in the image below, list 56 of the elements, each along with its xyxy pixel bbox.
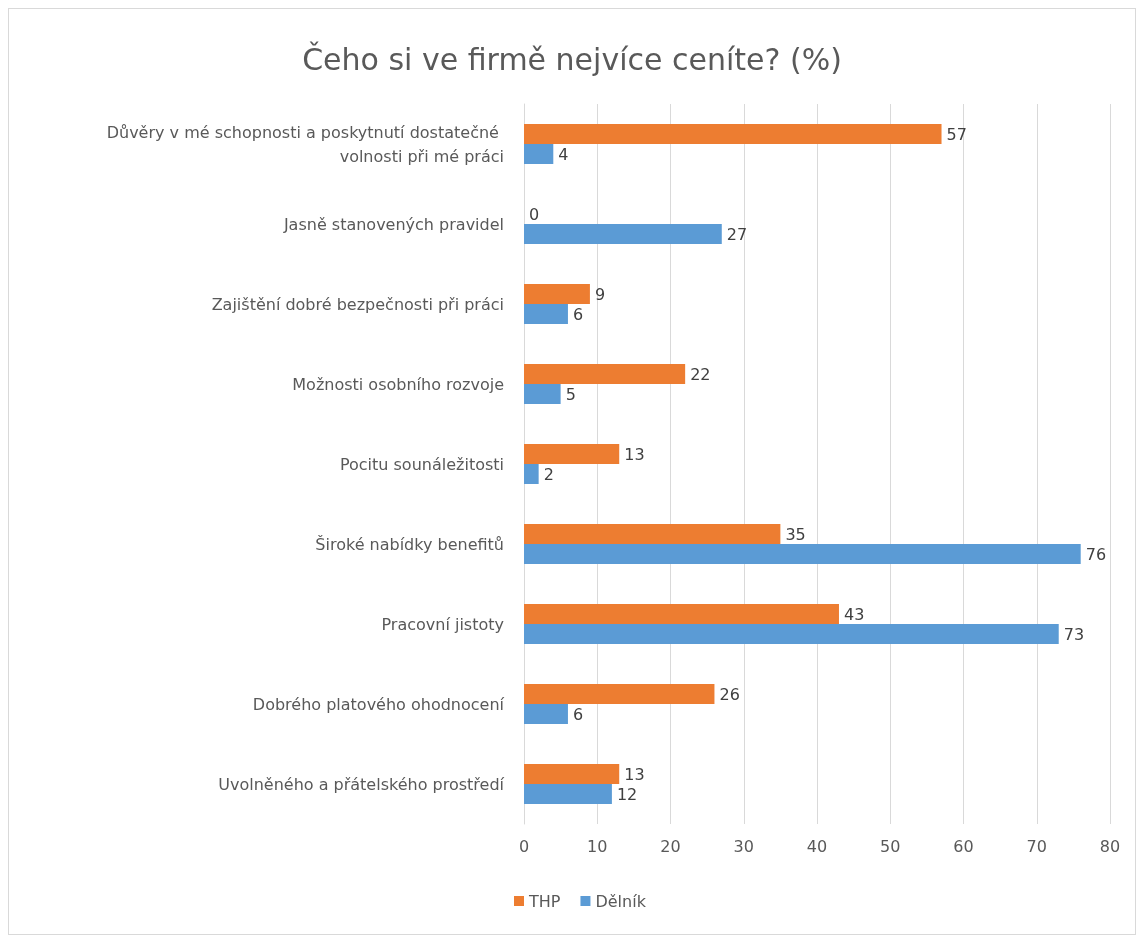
data-label: 73	[1063, 624, 1085, 644]
data-label: 6	[572, 704, 584, 724]
bar	[524, 284, 590, 304]
data-label: 4	[558, 144, 569, 164]
bar	[524, 764, 620, 784]
x-tick-label: 10	[587, 836, 608, 856]
y-tick-label: Široké nabídky benefitů	[315, 534, 504, 554]
bar	[524, 684, 715, 704]
data-label: 12	[616, 784, 638, 804]
data-label: 76	[1085, 544, 1107, 564]
y-tick-label: Uvolněného a přátelského prostředí	[218, 774, 505, 794]
data-label: 26	[719, 684, 740, 704]
data-label: 2	[543, 464, 554, 484]
bar	[524, 604, 839, 624]
data-label: 13	[624, 764, 645, 784]
data-label: 6	[572, 304, 584, 324]
bar	[524, 704, 568, 724]
data-label: 13	[624, 444, 645, 464]
y-tick-label: Dobrého platového ohodnocení	[252, 694, 505, 714]
y-tick-label: Pocitu sounáležitosti	[339, 454, 504, 474]
data-label: 35	[785, 524, 806, 544]
chart-title: Čeho si ve firmě nejvíce ceníte? (%)	[302, 40, 842, 77]
data-label: 9	[594, 284, 606, 304]
data-label: 0	[529, 204, 540, 224]
y-tick-label: Pracovní jistoty	[381, 614, 504, 634]
x-tick-label: 60	[953, 836, 974, 856]
bar	[524, 224, 722, 244]
x-tick-label: 40	[806, 836, 828, 856]
x-tick-label: 80	[1099, 836, 1121, 856]
bar	[524, 544, 1081, 564]
x-tick-label: 0	[518, 836, 530, 856]
data-label: 22	[690, 364, 711, 384]
legend-label: THP	[528, 891, 561, 911]
data-label: 27	[726, 224, 748, 244]
bar	[524, 364, 686, 384]
bar	[524, 304, 568, 324]
bar	[524, 624, 1059, 644]
y-tick-label: Možnosti osobního rozvoje	[292, 374, 504, 394]
y-tick-label: Důvěry v mé schopnosti a poskytnutí dostatečné volnosti při mé práci	[106, 122, 504, 166]
y-tick-label: Jasně stanovených pravidel	[282, 214, 504, 234]
x-tick-label: 20	[660, 836, 681, 856]
bar	[524, 524, 781, 544]
data-label: 43	[843, 604, 865, 624]
x-tick-label: 50	[880, 836, 901, 856]
bar	[524, 464, 539, 484]
bar	[524, 124, 942, 144]
bar	[524, 444, 620, 464]
bar	[524, 784, 612, 804]
bar	[524, 144, 554, 164]
bar	[524, 384, 561, 404]
legend-label: Dělník	[595, 891, 647, 911]
x-tick-label: 70	[1026, 836, 1047, 856]
y-tick-label: Zajištění dobré bezpečnosti při práci	[211, 294, 504, 314]
x-tick-label: 30	[733, 836, 754, 856]
data-label: 5	[565, 384, 576, 404]
data-label: 57	[946, 124, 967, 144]
